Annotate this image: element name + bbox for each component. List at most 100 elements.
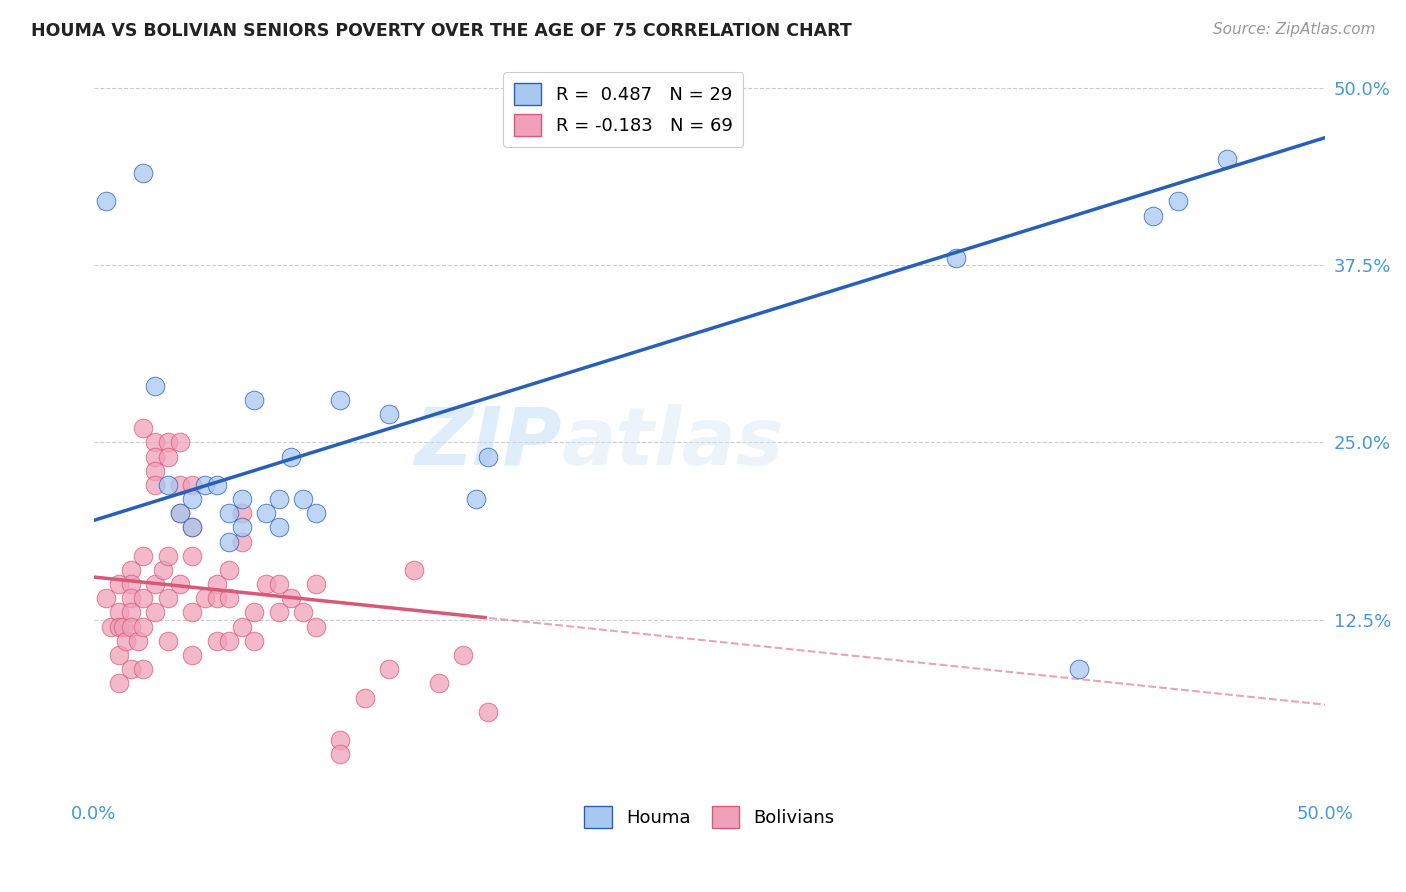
Point xyxy=(280,450,302,464)
Point xyxy=(156,450,179,464)
Point xyxy=(218,591,240,606)
Point xyxy=(353,690,375,705)
Point xyxy=(145,577,167,591)
Point xyxy=(231,534,253,549)
Point xyxy=(477,450,499,464)
Point xyxy=(218,563,240,577)
Point xyxy=(254,506,277,520)
Point xyxy=(218,534,240,549)
Point xyxy=(156,549,179,563)
Text: Source: ZipAtlas.com: Source: ZipAtlas.com xyxy=(1212,22,1375,37)
Point xyxy=(378,662,401,676)
Point xyxy=(156,591,179,606)
Point xyxy=(181,606,204,620)
Point xyxy=(404,563,426,577)
Point xyxy=(427,676,450,690)
Legend: Houma, Bolivians: Houma, Bolivians xyxy=(578,799,842,836)
Point xyxy=(292,492,315,507)
Point xyxy=(169,506,191,520)
Point xyxy=(96,591,118,606)
Point xyxy=(120,620,142,634)
Point xyxy=(292,606,315,620)
Point xyxy=(145,450,167,464)
Point xyxy=(267,492,290,507)
Point xyxy=(1142,209,1164,223)
Point xyxy=(120,563,142,577)
Point xyxy=(231,506,253,520)
Point xyxy=(329,747,352,762)
Point xyxy=(477,705,499,719)
Point xyxy=(156,633,179,648)
Point xyxy=(194,591,217,606)
Point xyxy=(181,478,204,492)
Point xyxy=(107,648,129,662)
Point xyxy=(243,633,266,648)
Point xyxy=(169,577,191,591)
Point xyxy=(145,478,167,492)
Point xyxy=(107,620,129,634)
Point xyxy=(120,606,142,620)
Point xyxy=(169,435,191,450)
Point xyxy=(107,606,129,620)
Point xyxy=(132,549,155,563)
Point xyxy=(132,620,155,634)
Point xyxy=(120,577,142,591)
Point xyxy=(329,733,352,747)
Point xyxy=(120,662,142,676)
Point xyxy=(112,620,135,634)
Point xyxy=(218,506,240,520)
Point xyxy=(181,648,204,662)
Point xyxy=(169,478,191,492)
Point xyxy=(96,194,118,209)
Point xyxy=(181,549,204,563)
Point xyxy=(243,606,266,620)
Point xyxy=(254,577,277,591)
Point xyxy=(1216,152,1239,166)
Point xyxy=(145,435,167,450)
Point xyxy=(169,506,191,520)
Point xyxy=(152,563,174,577)
Point xyxy=(115,633,138,648)
Point xyxy=(304,577,326,591)
Point xyxy=(464,492,486,507)
Point xyxy=(181,492,204,507)
Point xyxy=(120,591,142,606)
Point xyxy=(145,378,167,392)
Point xyxy=(280,591,302,606)
Point xyxy=(145,606,167,620)
Point xyxy=(145,464,167,478)
Point xyxy=(231,492,253,507)
Point xyxy=(329,392,352,407)
Point xyxy=(378,407,401,421)
Point xyxy=(267,606,290,620)
Point xyxy=(304,506,326,520)
Point xyxy=(243,392,266,407)
Point xyxy=(231,520,253,534)
Point xyxy=(194,478,217,492)
Point xyxy=(1167,194,1189,209)
Point xyxy=(132,591,155,606)
Point xyxy=(205,591,228,606)
Point xyxy=(132,166,155,180)
Point xyxy=(132,662,155,676)
Point xyxy=(945,251,967,265)
Point xyxy=(132,421,155,435)
Point xyxy=(127,633,149,648)
Point xyxy=(156,435,179,450)
Point xyxy=(205,633,228,648)
Point xyxy=(231,620,253,634)
Text: atlas: atlas xyxy=(562,404,785,482)
Text: ZIP: ZIP xyxy=(415,404,562,482)
Point xyxy=(156,478,179,492)
Point xyxy=(181,520,204,534)
Point xyxy=(1067,662,1090,676)
Point xyxy=(218,633,240,648)
Point xyxy=(107,577,129,591)
Point xyxy=(304,620,326,634)
Point xyxy=(205,577,228,591)
Point xyxy=(181,520,204,534)
Point xyxy=(267,520,290,534)
Text: HOUMA VS BOLIVIAN SENIORS POVERTY OVER THE AGE OF 75 CORRELATION CHART: HOUMA VS BOLIVIAN SENIORS POVERTY OVER T… xyxy=(31,22,852,40)
Point xyxy=(267,577,290,591)
Point xyxy=(453,648,475,662)
